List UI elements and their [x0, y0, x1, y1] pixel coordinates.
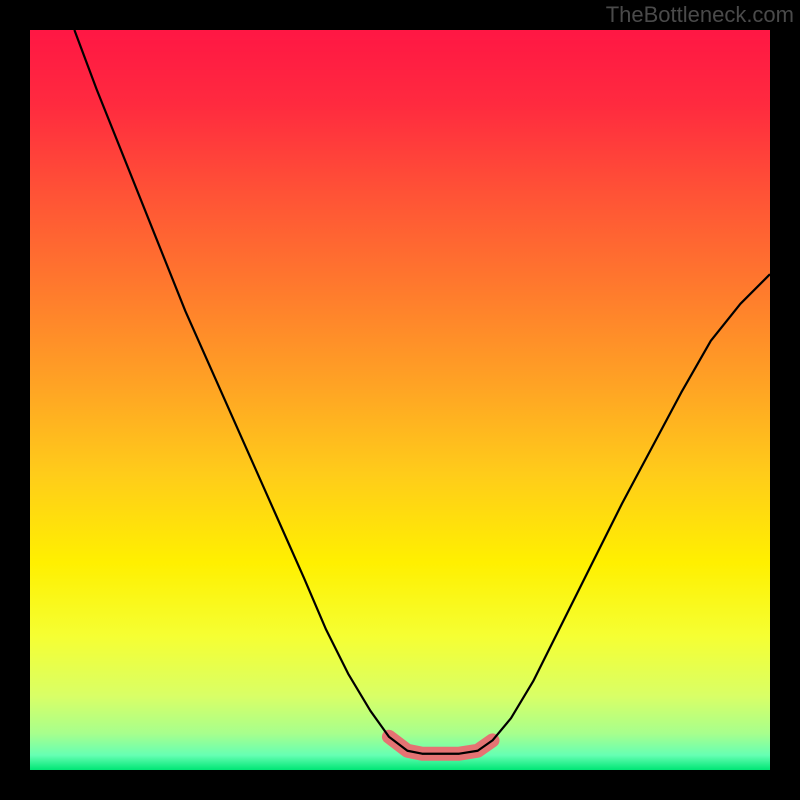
chart-container: TheBottleneck.com — [0, 0, 800, 800]
gradient-background — [30, 30, 770, 770]
plot-area — [30, 30, 770, 770]
watermark-text: TheBottleneck.com — [606, 2, 794, 28]
